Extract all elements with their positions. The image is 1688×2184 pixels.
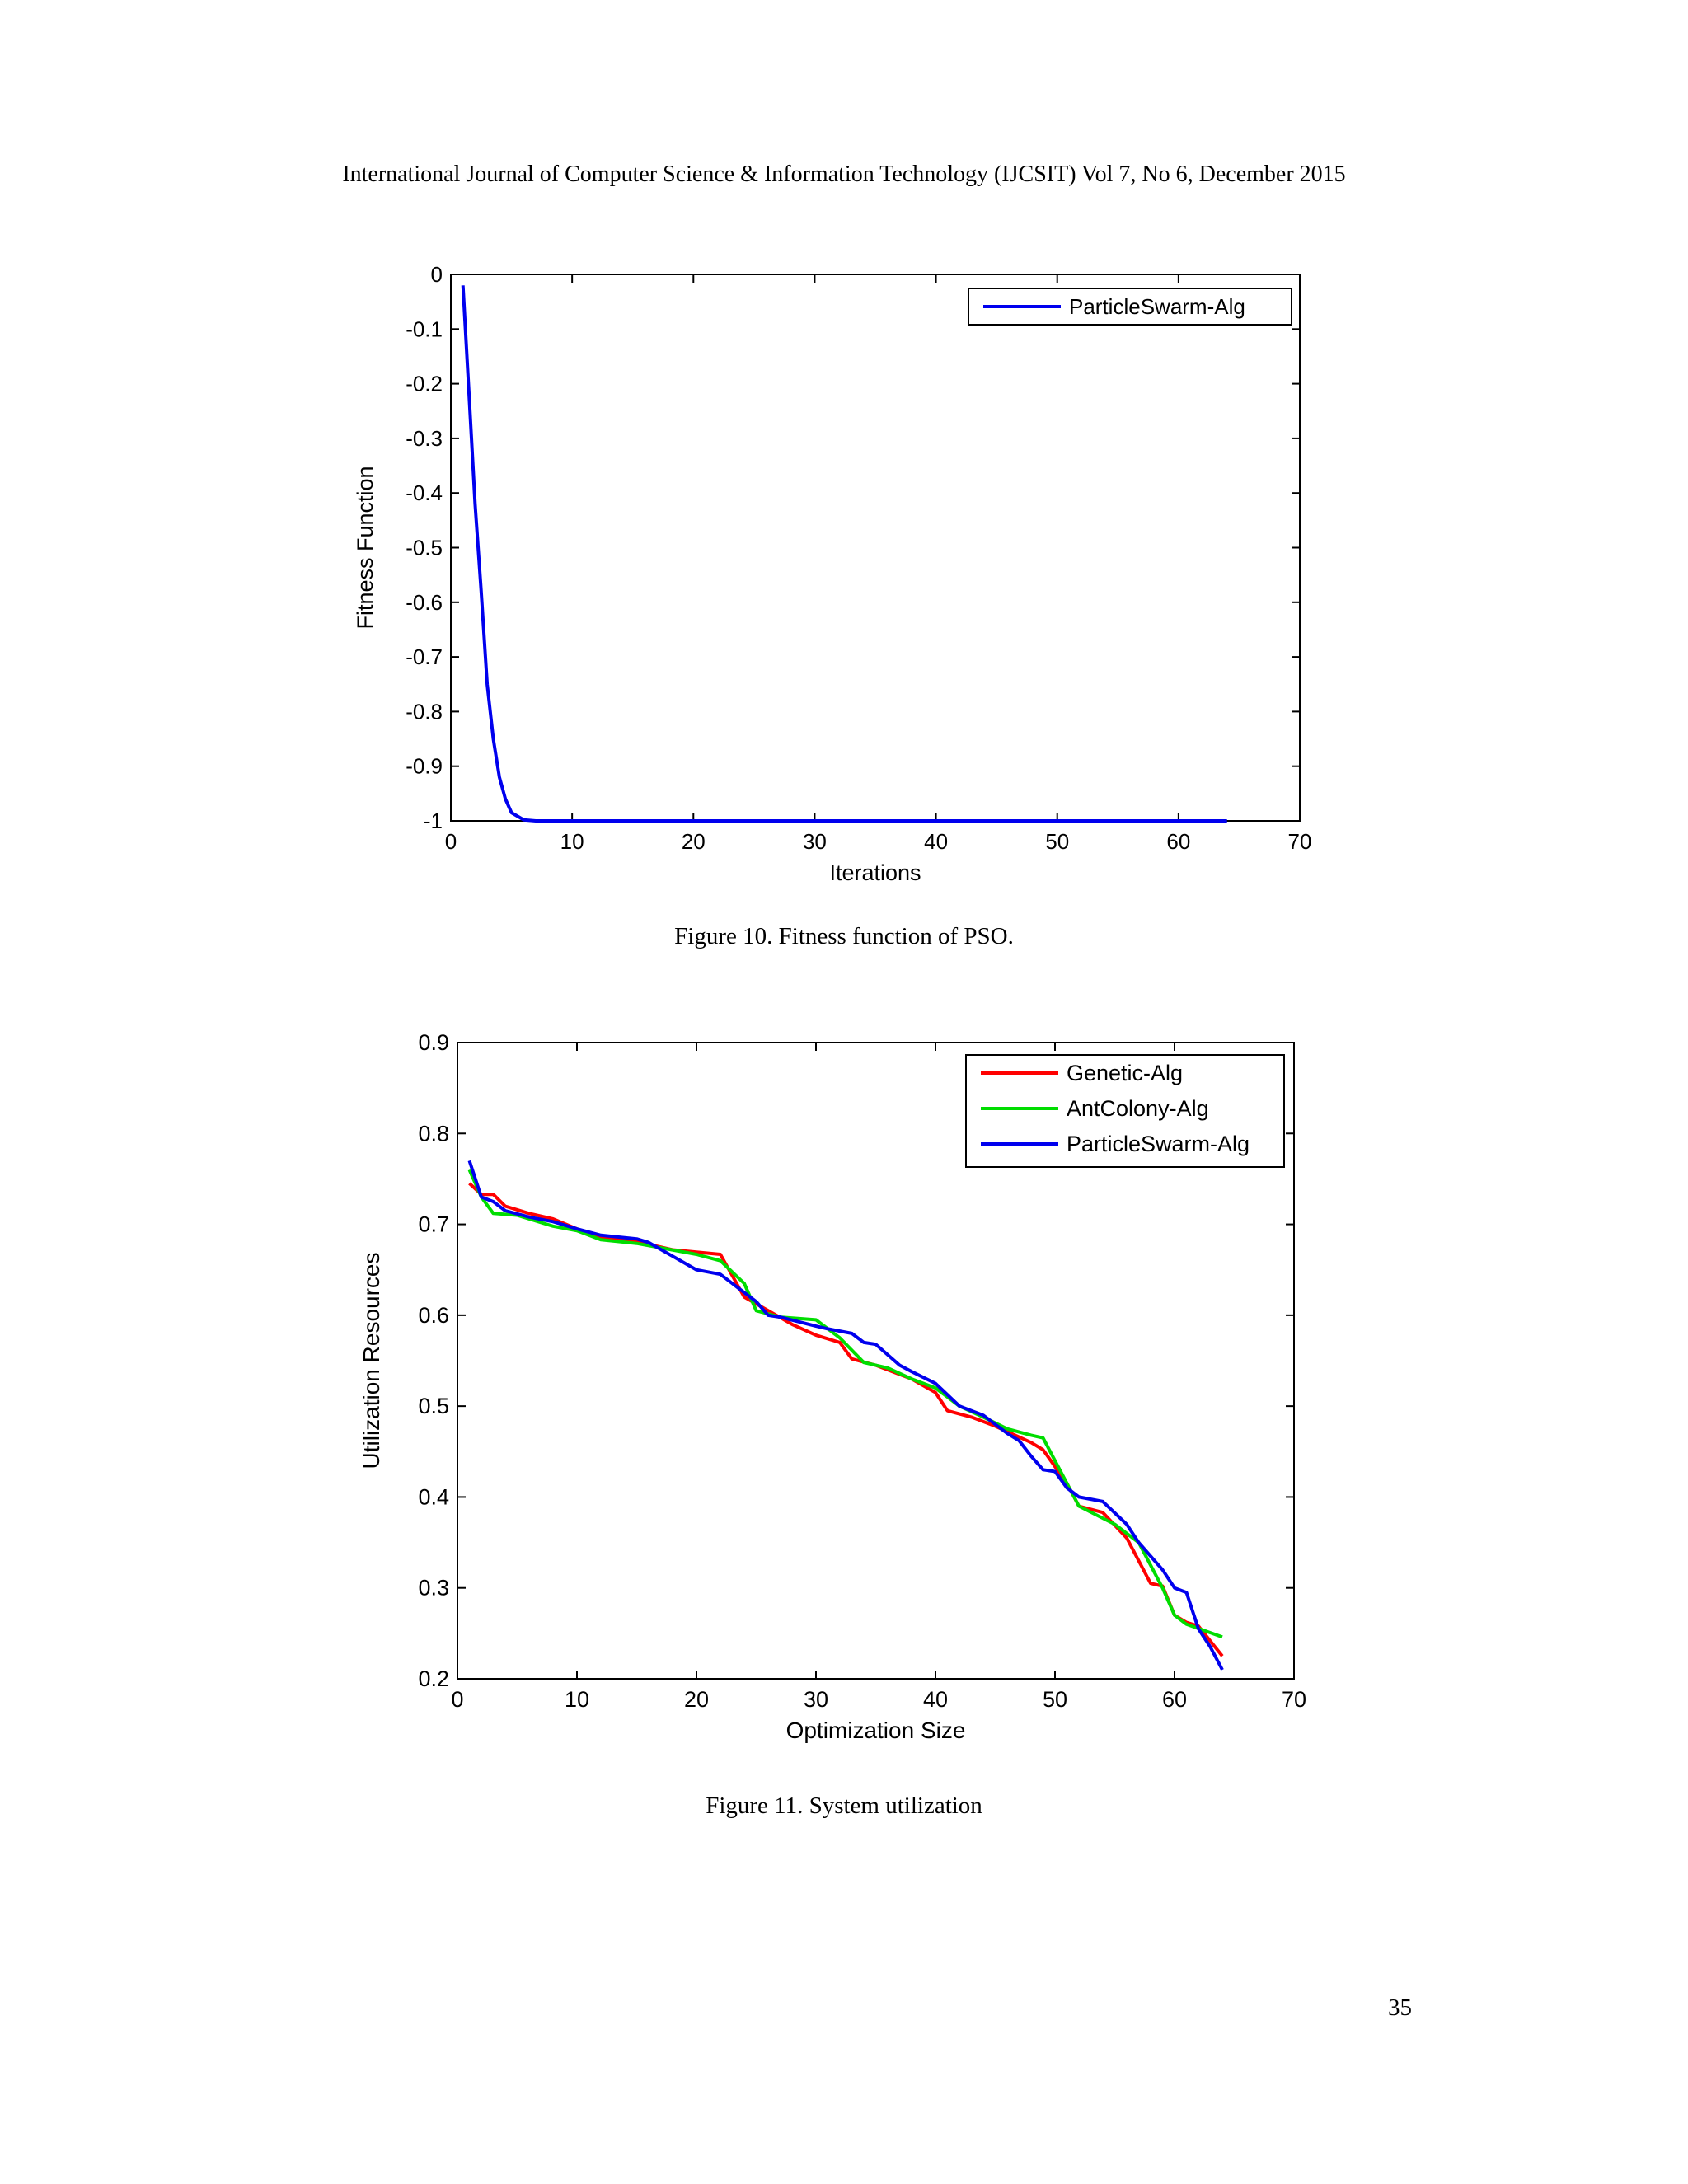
legend-label: Genetic-Alg [1067, 1061, 1183, 1085]
figure-11-caption: Figure 11. System utilization [706, 1793, 982, 1819]
x-tick-label: 20 [684, 1687, 709, 1712]
y-tick-label: 0.3 [418, 1576, 449, 1601]
plot-frame [450, 274, 1301, 822]
fitness-chart: 0 10 20 30 40 50 60 70 0 -0.1 -0.2 -0.3 -0.4 -0.5 -0.6… [353, 262, 1312, 885]
y-tick-label: -0.3 [406, 426, 443, 451]
x-tick-label: 30 [803, 829, 827, 854]
y-tick-label: 0.9 [418, 1030, 449, 1055]
y-tick-label: -0.5 [406, 536, 443, 560]
x-tick-label: 20 [682, 829, 706, 854]
y-axis-label: Fitness Function [353, 466, 377, 629]
y-tick-label: 0.4 [418, 1484, 449, 1509]
y-tick-label: -0.4 [406, 480, 443, 505]
y-tick-label: 0.5 [418, 1394, 449, 1418]
series-line [461, 285, 1227, 823]
x-tick-label: 10 [560, 829, 584, 854]
y-tick-label: -1 [424, 808, 443, 833]
legend-label: ParticleSwarm-Alg [1069, 294, 1245, 319]
y-tick-label: 0.7 [418, 1212, 449, 1237]
x-tick-label: 0 [445, 829, 457, 854]
y-tick-label: -0.1 [406, 316, 443, 341]
figure-11: 0 10 20 30 40 50 60 70 0.2 0.3 0.4 0.5 0.6 0.7 0.8 0.9 O… [0, 1014, 1688, 1764]
y-tick-label: 0.6 [418, 1303, 449, 1328]
x-tick-label: 40 [923, 1687, 948, 1712]
x-tick-label: 50 [1045, 829, 1069, 854]
figure-10-caption: Figure 10. Fitness function of PSO. [674, 923, 1014, 949]
x-tick-label: 0 [451, 1687, 463, 1712]
x-tick-label: 40 [924, 829, 948, 854]
y-tick-label: -0.9 [406, 754, 443, 779]
utilization-chart: 0 10 20 30 40 50 60 70 0.2 0.3 0.4 0.5 0.6 0.7 0.8 0.9 O… [359, 1030, 1306, 1743]
legend-label: AntColony-Alg [1067, 1096, 1209, 1121]
y-tick-label: 0.8 [418, 1121, 449, 1146]
x-tick-label: 50 [1043, 1687, 1067, 1712]
x-tick-label: 30 [804, 1687, 828, 1712]
series-line [467, 1160, 1224, 1671]
y-axis-label: Utilization Resources [359, 1253, 384, 1469]
x-tick-label: 70 [1288, 829, 1312, 854]
x-axis-label: Optimization Size [786, 1718, 966, 1743]
y-tick-label: 0.2 [418, 1666, 449, 1691]
y-tick-label: -0.6 [406, 590, 443, 615]
y-tick-label: 0 [431, 262, 443, 287]
y-tick-label: -0.7 [406, 644, 443, 669]
x-tick-label: 70 [1282, 1687, 1306, 1712]
page-number: 35 [1388, 1994, 1412, 2021]
x-tick-label: 10 [565, 1687, 589, 1712]
figure-10: 0 10 20 30 40 50 60 70 0 -0.1 -0.2 -0.3 -0.4 -0.5 -0.6… [0, 255, 1688, 890]
y-tick-label: -0.2 [406, 372, 443, 396]
series-line [467, 1169, 1223, 1639]
y-tick-label: -0.8 [406, 699, 443, 724]
x-axis-label: Iterations [829, 860, 921, 885]
running-head: International Journal of Computer Scienc… [342, 162, 1346, 187]
legend-label: ParticleSwarm-Alg [1067, 1132, 1250, 1156]
x-tick-label: 60 [1166, 829, 1190, 854]
x-tick-label: 60 [1162, 1687, 1187, 1712]
